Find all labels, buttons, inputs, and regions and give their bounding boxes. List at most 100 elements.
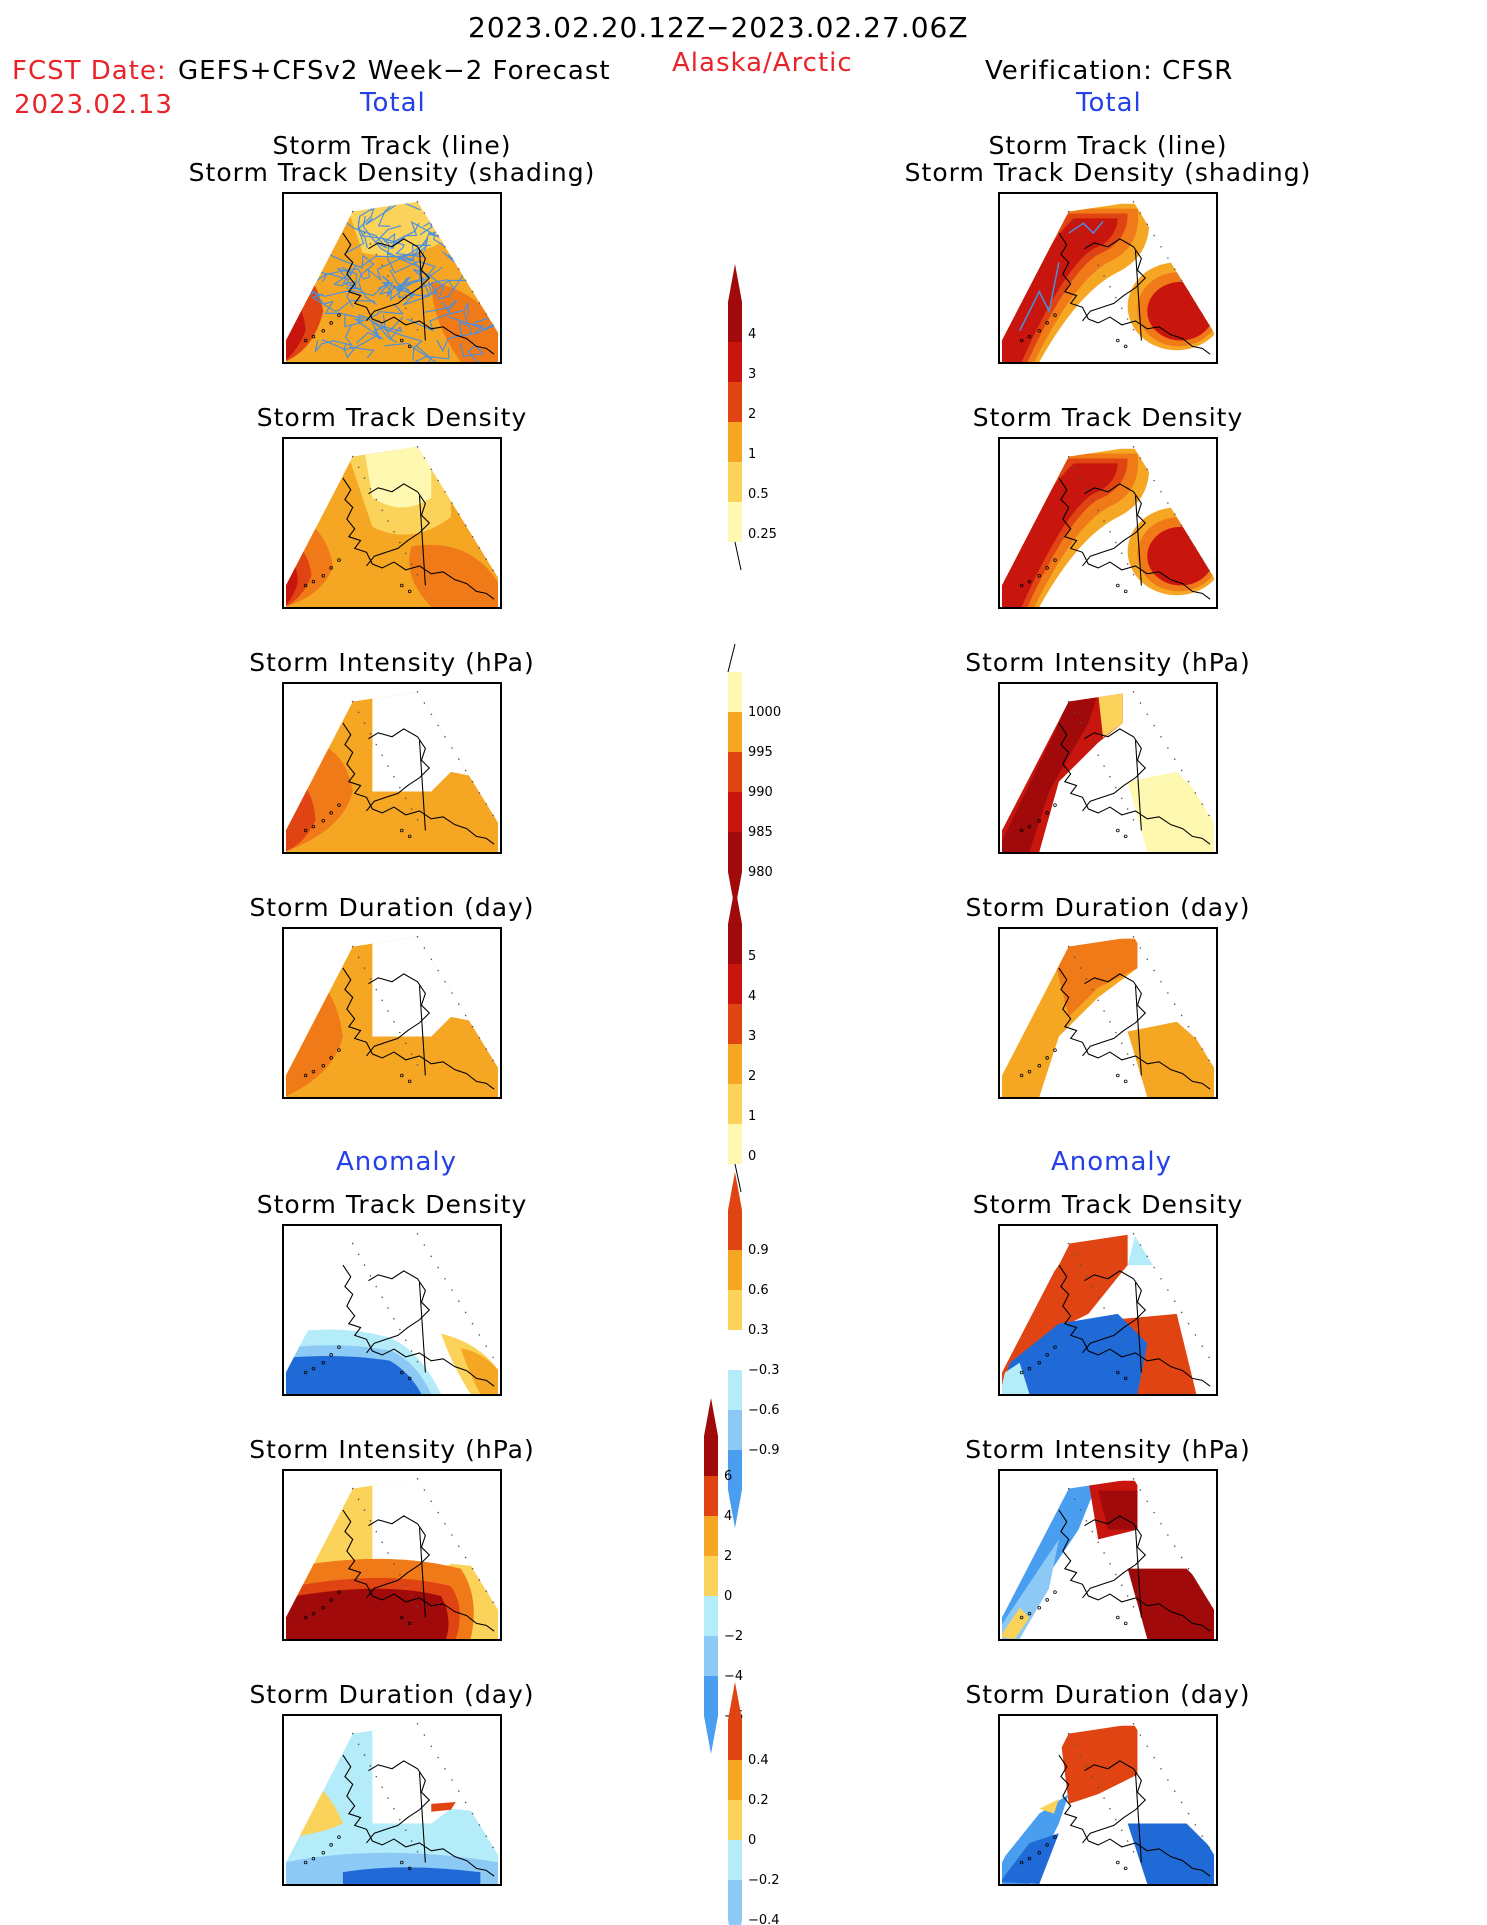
graticule-dot: [381, 264, 383, 267]
island: [1037, 328, 1042, 333]
storm-track-line: [321, 338, 375, 359]
graticule-dot: [399, 1573, 401, 1576]
graticule-dot: [444, 490, 446, 493]
island: [321, 573, 326, 578]
graticule-dot: [1067, 1487, 1070, 1490]
map-track-density-shading-forecast: [282, 192, 502, 364]
map-anom-intensity-forecast: [282, 1469, 502, 1641]
island: [303, 1860, 308, 1865]
graticule-dot: [1126, 808, 1129, 810]
graticule-dot: [1167, 257, 1169, 259]
colorbar-tick-label: −0.6: [748, 1403, 780, 1418]
island: [311, 1069, 316, 1074]
colorbar-box: [728, 792, 742, 832]
colorbar-tick-label: −0.4: [748, 1913, 780, 1925]
colorbar-box: [728, 302, 742, 342]
graticule-dot: [1160, 245, 1162, 248]
island: [400, 1073, 404, 1078]
contour-fill: [1001, 1313, 1148, 1394]
island: [407, 344, 412, 349]
contour-fill: [1127, 1021, 1215, 1097]
graticule-dot: [1132, 1063, 1135, 1066]
graticule-dot: [363, 722, 366, 724]
coastline: [1082, 483, 1147, 567]
graticule-dot: [1085, 1765, 1088, 1767]
graticule-dot: [1079, 232, 1082, 234]
storm-track-line: [384, 342, 464, 362]
graticule-dot: [457, 1300, 460, 1302]
island: [1045, 1598, 1049, 1602]
title-duration-left: Storm Duration (day): [249, 893, 535, 922]
colorbar-box: [728, 1880, 742, 1920]
colorbar-duration-anomaly: 0.4 0.2 0 −0.2 −0.4: [716, 1680, 806, 1925]
graticule-dot: [451, 1779, 453, 1781]
graticule-dot: [1194, 302, 1197, 304]
graticule-dot: [1126, 1595, 1129, 1597]
coastline: [366, 1270, 431, 1354]
map-anom-duration-forecast: [282, 1714, 502, 1886]
graticule-dot: [1153, 1756, 1155, 1759]
colorbar-tick-label: 990: [748, 785, 773, 800]
island: [1019, 583, 1024, 588]
island: [400, 583, 404, 588]
graticule-dot: [416, 328, 419, 331]
graticule-dot: [1180, 524, 1183, 527]
graticule-dot: [1194, 1824, 1197, 1826]
colorbar-tick-label: 0.4: [748, 1753, 769, 1768]
map-duration-forecast: [282, 927, 502, 1099]
island: [1027, 1611, 1032, 1616]
map-svg: [1001, 1723, 1215, 1884]
graticule-dot: [1120, 552, 1123, 555]
graticule-dot: [1153, 724, 1155, 727]
graticule-dot: [1115, 1031, 1117, 1034]
graticule-dot: [464, 1801, 467, 1804]
graticule-dot: [1180, 279, 1183, 282]
title-track-density-left: Storm Track Density: [256, 403, 528, 432]
island: [329, 321, 333, 325]
colorbar-box: [728, 1720, 742, 1760]
graticule-dot: [410, 1053, 413, 1055]
island: [329, 1843, 333, 1847]
island: [1027, 334, 1032, 339]
graticule-dot: [1132, 1605, 1135, 1608]
colorbar-tick-label: 0.25: [748, 527, 777, 542]
contour-fill: [285, 1355, 422, 1394]
graticule-dot: [478, 1037, 481, 1039]
colorbar-box: [728, 1800, 742, 1840]
storm-track-line: [373, 327, 423, 361]
island: [1053, 1590, 1057, 1594]
title-track-line-left: Storm Track (line): [272, 131, 512, 160]
island: [1019, 828, 1024, 833]
colorbar-svg: 4 3 2 1 0.5 0.25: [728, 264, 777, 571]
map-svg: [285, 446, 499, 607]
coastline: [1058, 232, 1211, 355]
graticule-dot: [1180, 1801, 1183, 1804]
graticule-dot: [1132, 818, 1135, 821]
colorbar-svg: 1000 995 990 985 980: [727, 643, 781, 910]
island: [1116, 583, 1120, 588]
graticule-dot: [1079, 1509, 1082, 1511]
graticule-dot: [492, 814, 494, 817]
section-total-right: Total: [1076, 88, 1142, 118]
graticule-dot: [357, 466, 360, 469]
graticule-dot: [1079, 722, 1082, 724]
graticule-dot: [430, 468, 433, 471]
graticule-dot: [1167, 1289, 1169, 1291]
graticule-dot: [1115, 1573, 1117, 1576]
island: [407, 1079, 412, 1084]
colorbar-tick-label: 4: [748, 989, 756, 1004]
fcst-model: GEFS+CFSv2 Week−2 Forecast: [178, 56, 611, 86]
graticule-dot: [1120, 1584, 1123, 1587]
map-track-density-verification: [998, 437, 1218, 609]
graticule-dot: [451, 1289, 453, 1291]
graticule-dot: [351, 700, 354, 703]
colorbar-svg: 5 4 3 2 1 0: [728, 886, 756, 1193]
colorbar-extend-bottom: [728, 1920, 742, 1925]
graticule-dot: [1091, 743, 1094, 746]
island: [1123, 1866, 1128, 1871]
graticule-dot: [369, 1520, 372, 1522]
graticule-dot: [478, 1334, 481, 1336]
title-anom-track-density-right: Storm Track Density: [972, 1190, 1244, 1219]
graticule-dot: [492, 1601, 494, 1604]
storm-track-line: [353, 318, 384, 344]
